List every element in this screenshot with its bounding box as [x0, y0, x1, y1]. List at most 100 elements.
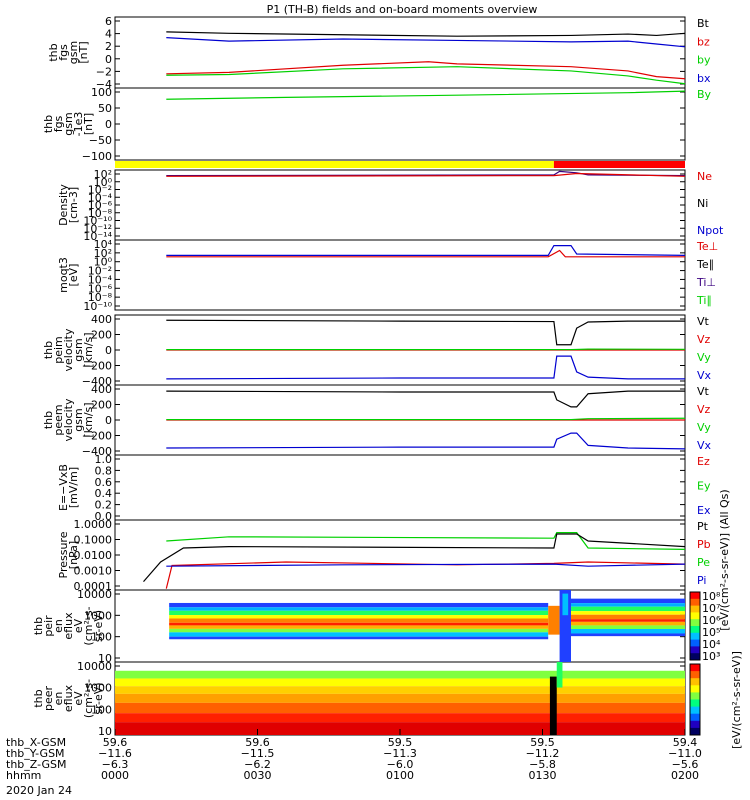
- y-tick-label: 10⁻⁶: [88, 282, 113, 295]
- legend-entry: Ne: [697, 170, 712, 183]
- ion-colorbar: [690, 598, 700, 607]
- y-tick-label: 10⁻²: [88, 265, 112, 278]
- y-axis-label: gsm: [67, 41, 80, 64]
- y-axis-label: thb: [42, 341, 55, 359]
- x-tick-label: −11.3: [383, 747, 417, 760]
- legend-entry: Pb: [697, 538, 711, 551]
- x-tick-label: −6.0: [387, 758, 414, 771]
- series-by-line: [166, 90, 686, 100]
- legend-entry: Vz: [697, 403, 711, 416]
- y-tick-label: 0: [105, 118, 112, 131]
- colorbar-tick-label: 10⁶: [702, 614, 721, 627]
- x-tick-label: 59.5: [530, 736, 555, 749]
- y-tick-label: 200: [91, 329, 112, 342]
- y-tick-label: 100: [91, 86, 112, 99]
- y-tick-label: −50: [89, 134, 112, 147]
- y-axis-label: velocity: [62, 398, 75, 441]
- y-tick-label: 0.2: [95, 499, 113, 512]
- y-tick-label: 0.0: [95, 510, 113, 523]
- electron-colorbar: [690, 713, 700, 722]
- legend-entry: Bt: [697, 17, 710, 30]
- y-tick-label: 10⁻⁶: [88, 199, 113, 212]
- y-tick-label: −100: [82, 150, 112, 163]
- panels: 6420−2−4thbfgsgsm[nT]Btbzbybx100500−50−1…: [32, 15, 743, 749]
- panel-frame: [114, 519, 686, 591]
- ion-spectrum-band: [571, 628, 685, 634]
- y-tick-label: 10⁴: [94, 238, 113, 251]
- y-tick-label: 10⁰: [94, 256, 113, 269]
- y-axis-label: E=−VxB: [57, 464, 70, 511]
- x-tick-label: 0200: [671, 769, 699, 782]
- electron-spectrum-band: [115, 713, 685, 723]
- electron-colorbar: [690, 706, 700, 715]
- legend-entry: bz: [697, 35, 710, 48]
- y-tick-label: 4: [105, 28, 112, 41]
- y-axis-label: [km/s]: [82, 402, 95, 437]
- ion-colorbar: [690, 639, 700, 647]
- y-tick-label: 0: [105, 53, 112, 66]
- legend-entry: Ti⊥: [696, 276, 716, 289]
- y-tick-label: 10⁻¹⁴: [83, 230, 112, 243]
- moqt-ti-line: [166, 245, 686, 256]
- electron-colorbar-frame: [689, 663, 701, 736]
- y-axis-label: thb: [32, 689, 45, 707]
- series-vy-line: [166, 417, 686, 421]
- y-axis-label: moqt3: [57, 257, 70, 293]
- ion-colorbar: [690, 592, 700, 600]
- y-axis-label: en: [52, 619, 65, 633]
- legend-entry: Vy: [697, 421, 711, 434]
- x-tick-label: −11.0: [668, 747, 702, 760]
- y-axis-label: en: [52, 692, 65, 706]
- y-tick-label: 10⁻⁴: [88, 191, 113, 204]
- electron-colorbar: [690, 685, 700, 693]
- legend-entry: Vt: [697, 315, 710, 328]
- ion-spectrum-band: [169, 625, 549, 629]
- series-bx-line: [166, 66, 686, 85]
- y-axis-label: eflux: [62, 612, 75, 640]
- ion-spectrum-band: [548, 605, 560, 635]
- ion-colorbar: [690, 619, 700, 627]
- y-axis-label: thb: [47, 43, 60, 61]
- y-tick-label: 10²: [94, 168, 112, 181]
- y-tick-label: 10⁻⁸: [88, 291, 113, 304]
- y-tick-label: 0.0010: [74, 565, 113, 578]
- y-tick-label: 0: [105, 414, 112, 427]
- y-axis-label: peem: [52, 404, 65, 435]
- y-tick-label: −400: [82, 375, 112, 388]
- panel-frame: [114, 239, 686, 311]
- x-tick-label: 59.6: [103, 736, 128, 749]
- ion-colorbar: [690, 646, 700, 654]
- legend-entry: bx: [697, 72, 711, 85]
- y-tick-label: 10: [98, 652, 112, 665]
- moqt-te-line: [166, 249, 685, 258]
- legend-entry: Vx: [697, 439, 712, 452]
- y-tick-label: 200: [91, 399, 112, 412]
- ion-spectrum-band: [169, 618, 549, 623]
- electron-colorbar: [690, 671, 700, 679]
- y-axis-label: thb: [42, 411, 55, 429]
- electron-spectrum-band: [115, 702, 685, 714]
- y-tick-label: 100: [91, 631, 112, 644]
- orbit-bar-yellow: [115, 161, 554, 168]
- y-tick-label: 0: [105, 344, 112, 357]
- y-tick-label: 10²: [94, 247, 112, 260]
- ion-spectrum-band: [169, 615, 549, 619]
- electron-colorbar: [690, 678, 700, 686]
- legend-entry: Ti∥: [696, 294, 712, 307]
- y-axis-label: eV: [72, 618, 85, 633]
- ion-spectrum-band: [571, 619, 685, 622]
- density-ni-line: [166, 170, 686, 177]
- y-tick-label: 10⁻¹⁰: [83, 300, 112, 313]
- x-tick-label: 0030: [244, 769, 272, 782]
- ion-spectrum-band: [571, 603, 685, 607]
- ion-colorbar: [690, 612, 700, 620]
- x-tick-label: 0100: [386, 769, 414, 782]
- date-label: 2020 Jan 24: [6, 784, 72, 797]
- electron-colorbar: [690, 727, 700, 736]
- y-tick-label: 0.0100: [74, 549, 113, 562]
- y-axis-label: (cm²-s-: [82, 679, 95, 718]
- y-tick-label: 1000: [84, 609, 112, 622]
- y-axis-label: [mV/m]: [67, 467, 80, 508]
- ion-colorbar: [690, 626, 700, 634]
